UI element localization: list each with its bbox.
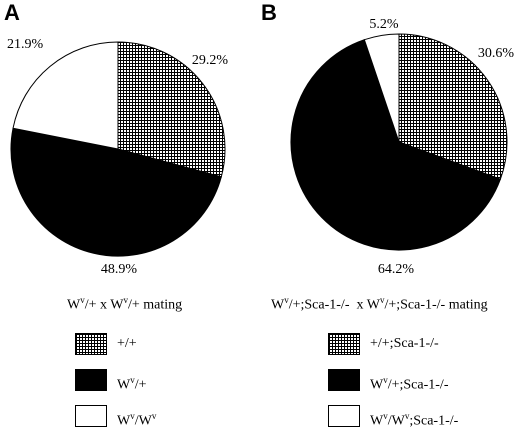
- legend-label: Wv/Wv;Sca-1-/-: [370, 411, 459, 429]
- legend-swatch-white: [75, 405, 107, 427]
- pie-slice-wildtype: [398, 33, 508, 180]
- pie-slice-homozygous: [12, 41, 119, 150]
- legend-label: Wv/+: [117, 375, 147, 393]
- legend-label: +/+: [117, 336, 137, 351]
- pie-slice-wildtype: [117, 41, 226, 178]
- legend-swatch-crosshatch: [75, 333, 107, 355]
- legend-label: Wv/Wv: [117, 411, 157, 429]
- pie-value-label-homozygous: 5.2%: [369, 17, 399, 32]
- pie-slice-heterozygous: [10, 127, 222, 257]
- panel-a: A 29.2% 48.9% 21.9% Wv/+ x Wv/+ mating +/+…: [4, 0, 229, 429]
- pie-value-label-homozygous: 21.9%: [7, 37, 44, 52]
- legend-label: Wv/+;Sca-1-/-: [370, 375, 449, 393]
- pie-slice-homozygous: [363, 33, 400, 143]
- mating-title-b: Wv/+;Sca-1-/- x Wv/+;Sca-1-/- mating: [271, 295, 488, 313]
- pie-value-label-heterozygous: 64.2%: [378, 262, 415, 277]
- pie-slice-heterozygous: [290, 39, 502, 251]
- legend-swatch-crosshatch: [328, 333, 360, 355]
- pie-chart-b: 30.6% 64.2% 5.2%: [290, 17, 515, 277]
- legend-swatch-white: [328, 405, 360, 427]
- legend-label: +/+;Sca-1-/-: [370, 336, 439, 351]
- pie-chart-a: 29.2% 48.9% 21.9%: [7, 37, 229, 277]
- pie-value-label-wildtype: 30.6%: [478, 46, 515, 61]
- legend-swatch-black: [75, 369, 107, 391]
- pie-value-label-wildtype: 29.2%: [192, 53, 229, 68]
- pie-value-label-heterozygous: 48.9%: [101, 262, 138, 277]
- panel-b: B 30.6% 64.2% 5.2% Wv/+;Sca-1-/- x Wv/+;Sc…: [260, 0, 520, 433]
- panel-label-b: B: [261, 0, 277, 25]
- legend-swatch-black: [328, 369, 360, 391]
- panel-label-a: A: [4, 0, 20, 25]
- mating-title-a: Wv/+ x Wv/+ mating: [67, 295, 183, 313]
